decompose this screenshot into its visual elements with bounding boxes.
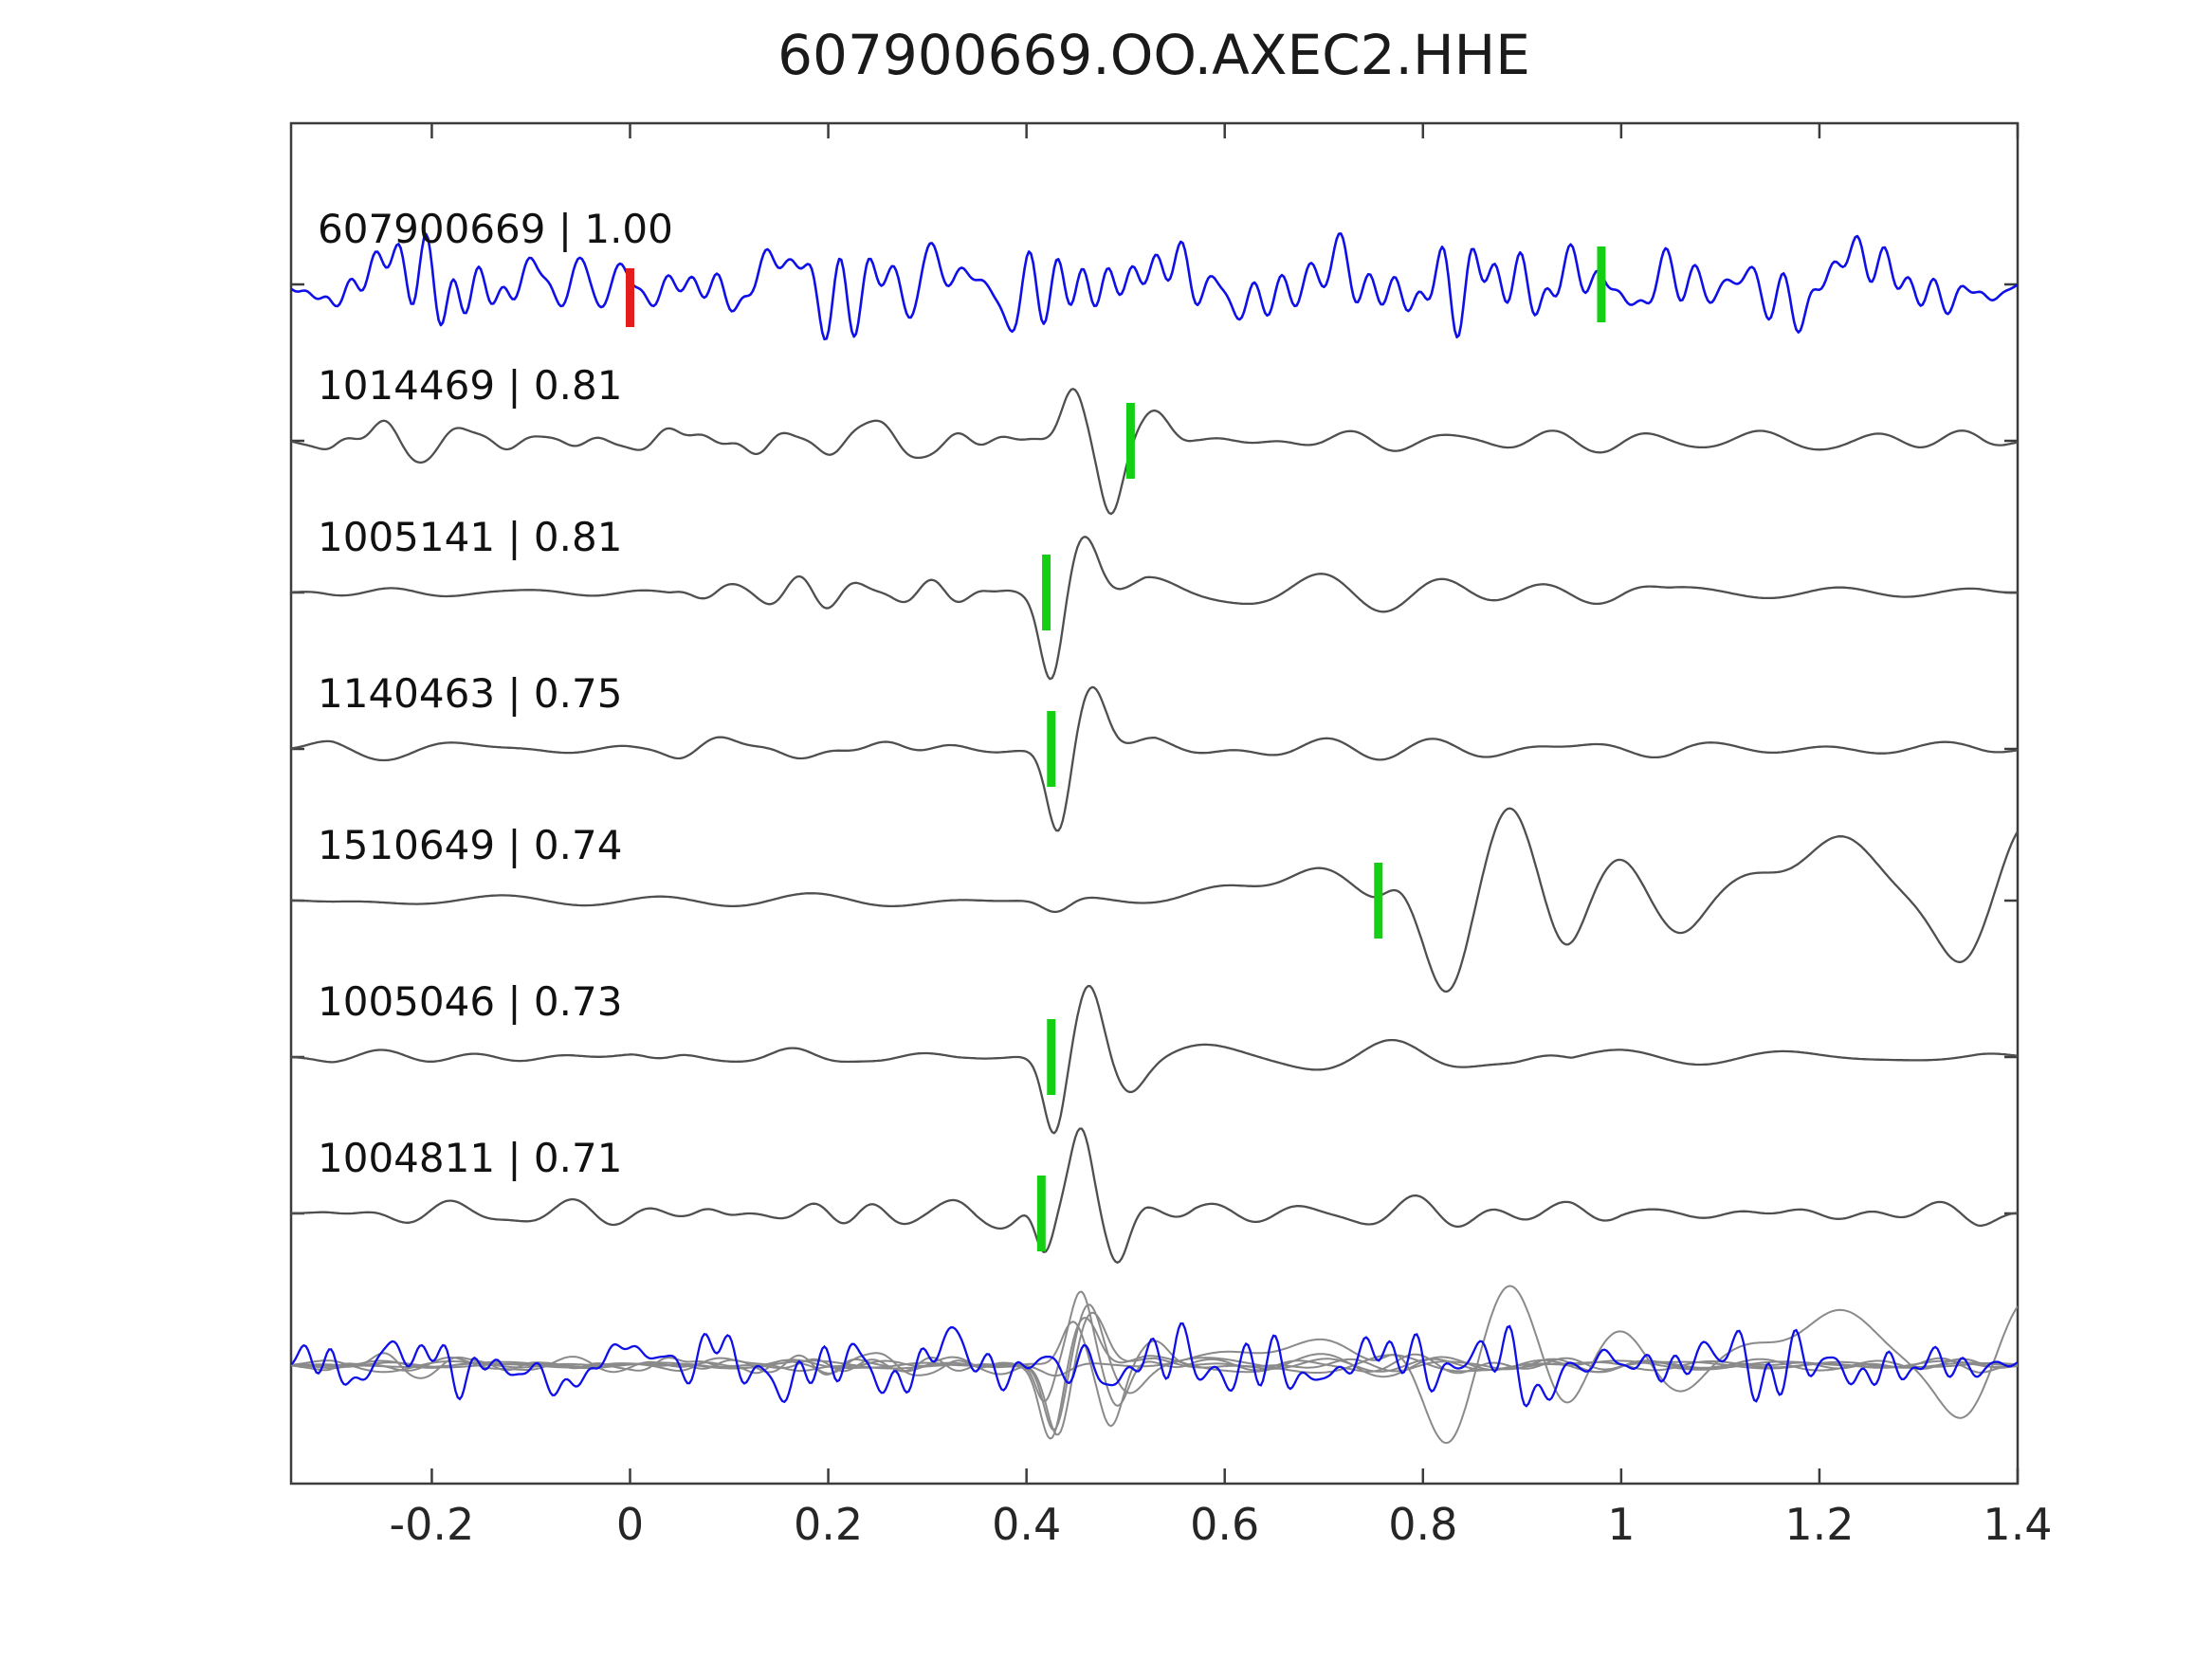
pick-marker-green-1014469 (1125, 403, 1135, 479)
trace-label-1510649: 1510649 | 0.74 (318, 822, 622, 868)
pick-marker-green-1140463 (1047, 711, 1056, 787)
overlay-trace-1005046 (291, 1304, 2018, 1431)
trace-label-1005141: 1005141 | 0.81 (318, 514, 622, 560)
trace-labels: 607900669 | 1.00 1014469 | 0.81 1005141 | … (318, 206, 673, 1181)
overlay-trace-1014469 (291, 1321, 2018, 1428)
pick-marker-green-607900669 (1597, 246, 1606, 322)
trace-label-1014469: 1014469 | 0.81 (318, 362, 622, 409)
x-tick-label: 1.4 (1983, 1499, 2052, 1550)
pick-marker-green-1004811 (1036, 1176, 1046, 1251)
trace-label-1004811: 1004811 | 0.71 (318, 1135, 622, 1181)
trace-line-1005141 (291, 536, 2018, 681)
plot-border (289, 121, 2020, 1486)
pick-marker-green-1510649 (1374, 863, 1383, 939)
overlay-trace-607900669 (291, 1322, 2018, 1408)
x-tick-label: 1 (1607, 1499, 1635, 1550)
trace-line-1005046 (291, 985, 2018, 1135)
traces (291, 232, 2018, 1445)
pick-marker-red-607900669 (626, 268, 635, 327)
overlay-trace-1004811 (291, 1290, 2018, 1407)
x-tick-label: 0.6 (1190, 1499, 1259, 1550)
x-tick-label: 0 (616, 1499, 644, 1550)
trace-line-1014469 (291, 388, 2018, 516)
x-tick-label: 0.4 (992, 1499, 1061, 1550)
x-tick-label: 1.2 (1784, 1499, 1854, 1550)
trace-label-607900669: 607900669 | 1.00 (318, 206, 673, 252)
trace-line-1004811 (291, 1127, 2018, 1264)
pick-markers (626, 246, 1606, 1251)
trace-label-1140463: 1140463 | 0.75 (318, 670, 622, 717)
axis-ticks (291, 123, 2020, 1484)
x-tick-labels: -0.2 0 0.2 0.4 0.6 0.8 1 1.2 1.4 (390, 1499, 2053, 1550)
trace-line-1510649 (291, 807, 2018, 994)
figure-title: 607900669.OO.AXEC2.HHE (777, 23, 1530, 87)
overlay-trace-1005141 (291, 1317, 2018, 1440)
trace-line-607900669 (291, 232, 2018, 341)
pick-marker-green-1005141 (1042, 555, 1051, 630)
trace-label-1005046: 1005046 | 0.73 (318, 978, 622, 1025)
pick-marker-green-1005046 (1047, 1019, 1056, 1095)
x-tick-label: 0.2 (794, 1499, 863, 1550)
trace-line-1140463 (291, 685, 2018, 832)
x-tick-label: -0.2 (390, 1499, 475, 1550)
x-tick-label: 0.8 (1388, 1499, 1457, 1550)
